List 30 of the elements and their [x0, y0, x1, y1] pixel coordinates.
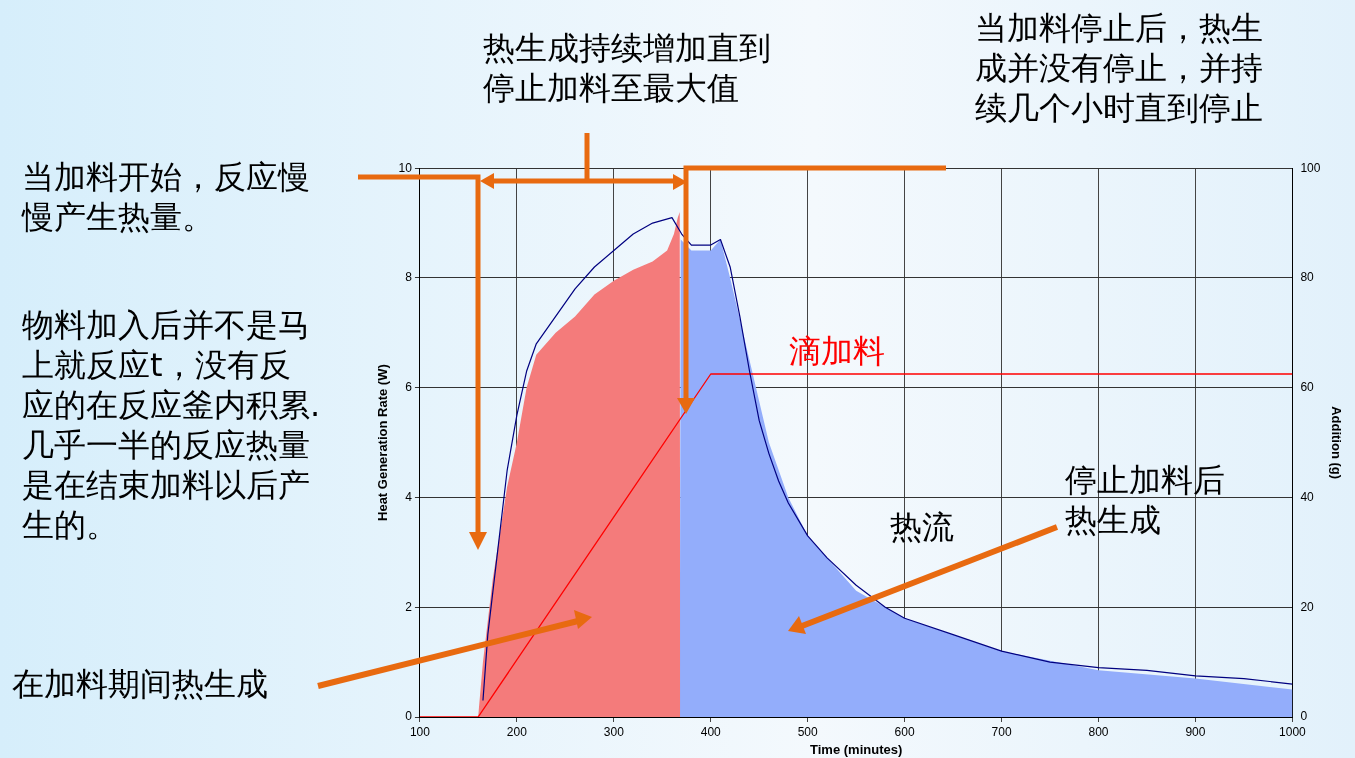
text: 热生成持续增加直到停止加料至最大值 — [483, 28, 772, 108]
y2-tick-label: 0 — [1300, 709, 1308, 724]
x-tick-label: 500 — [797, 724, 819, 739]
x-tick-label: 700 — [991, 724, 1012, 739]
x-tick-label: 900 — [1185, 724, 1206, 739]
x-tick-label: 1000 — [1279, 724, 1307, 739]
x-tick-label: 300 — [603, 724, 625, 739]
y2-tick-label: 100 — [1300, 160, 1321, 175]
text: 当加料停止后，热生成并没有停止，并持续几个小时直到停止 — [975, 8, 1264, 128]
x-tick-label: 800 — [1088, 724, 1109, 739]
y-tick-label: 0 — [405, 709, 413, 724]
y2-tick-label: 20 — [1300, 599, 1315, 614]
y2-axis-title: Addition (g) — [1328, 406, 1344, 480]
x-tick-label: 100 — [409, 724, 431, 739]
y-tick-label: 4 — [405, 489, 413, 504]
y-axis-title: Heat Generation Rate (W) — [375, 364, 391, 521]
y-tick-label: 8 — [405, 270, 413, 285]
x-tick-label: 200 — [506, 724, 528, 739]
y-tick-label: 2 — [405, 599, 413, 614]
x-axis-title: Time (minutes) — [810, 741, 903, 757]
y-tick-label: 6 — [405, 380, 413, 395]
text: 在加料期间热生成 — [12, 664, 269, 704]
x-tick-label: 600 — [894, 724, 915, 739]
y2-tick-label: 60 — [1300, 380, 1315, 395]
y-tick-label: 10 — [398, 160, 413, 175]
y2-tick-label: 80 — [1300, 270, 1315, 285]
y2-tick-label: 40 — [1300, 489, 1315, 504]
text: 物料加入后并不是马上就反应t，没有反应的在反应釜内积累. 几乎一半的反应热量是在结束加料以后产生的。 — [22, 305, 322, 545]
text: 当加料开始，反应慢慢产生热量。 — [22, 157, 311, 237]
x-tick-label: 400 — [700, 724, 722, 739]
